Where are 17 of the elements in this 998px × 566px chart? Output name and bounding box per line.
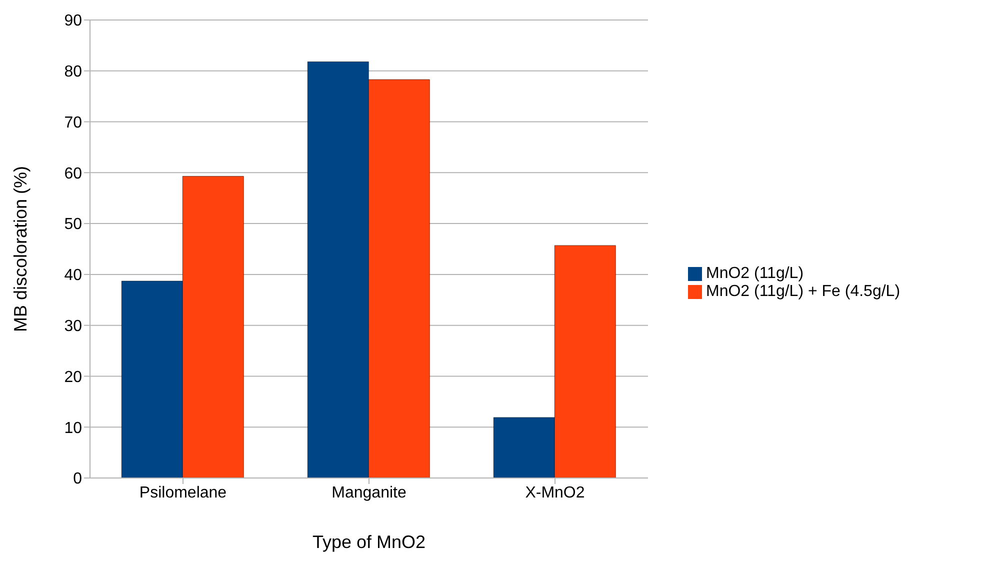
legend-label: MnO2 (11g/L) + Fe (4.5g/L) <box>706 283 900 300</box>
y-tick-label: 0 <box>73 470 82 488</box>
y-tick-label: 10 <box>64 420 82 437</box>
y-tick-label: 60 <box>64 165 82 182</box>
y-tick-label: 40 <box>64 267 82 284</box>
x-tick-label: Psilomelane <box>139 484 227 502</box>
y-axis-title: MB discoloration (%) <box>10 166 30 332</box>
legend-label: MnO2 (11g/L) <box>706 265 804 282</box>
y-tick-label: 90 <box>64 12 82 30</box>
x-axis-title: Type of MnO2 <box>312 532 426 552</box>
y-tick-label: 70 <box>64 114 82 132</box>
x-tick-label: X-MnO2 <box>525 484 585 502</box>
y-tick-label: 50 <box>64 216 82 234</box>
y-tick-label: 30 <box>64 318 82 336</box>
x-tick-label: Manganite <box>332 484 406 502</box>
y-tick-label: 80 <box>64 64 82 81</box>
y-tick-label: 20 <box>64 368 82 386</box>
